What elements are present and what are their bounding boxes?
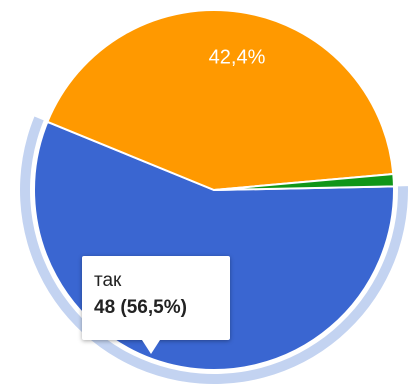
- pie-slice-2[interactable]: [213, 172, 395, 191]
- tooltip-category-label: так: [94, 270, 122, 291]
- pie-slice-label-1: 42,4%: [209, 46, 266, 68]
- slice-tooltip: так 48 (56,5%): [82, 256, 230, 354]
- tooltip-pointer: [142, 340, 160, 354]
- pie-slice-1[interactable]: [46, 9, 395, 192]
- slice-label-layer: 42,4%: [209, 46, 266, 68]
- tooltip-value-label: 48 (56,5%): [94, 297, 187, 318]
